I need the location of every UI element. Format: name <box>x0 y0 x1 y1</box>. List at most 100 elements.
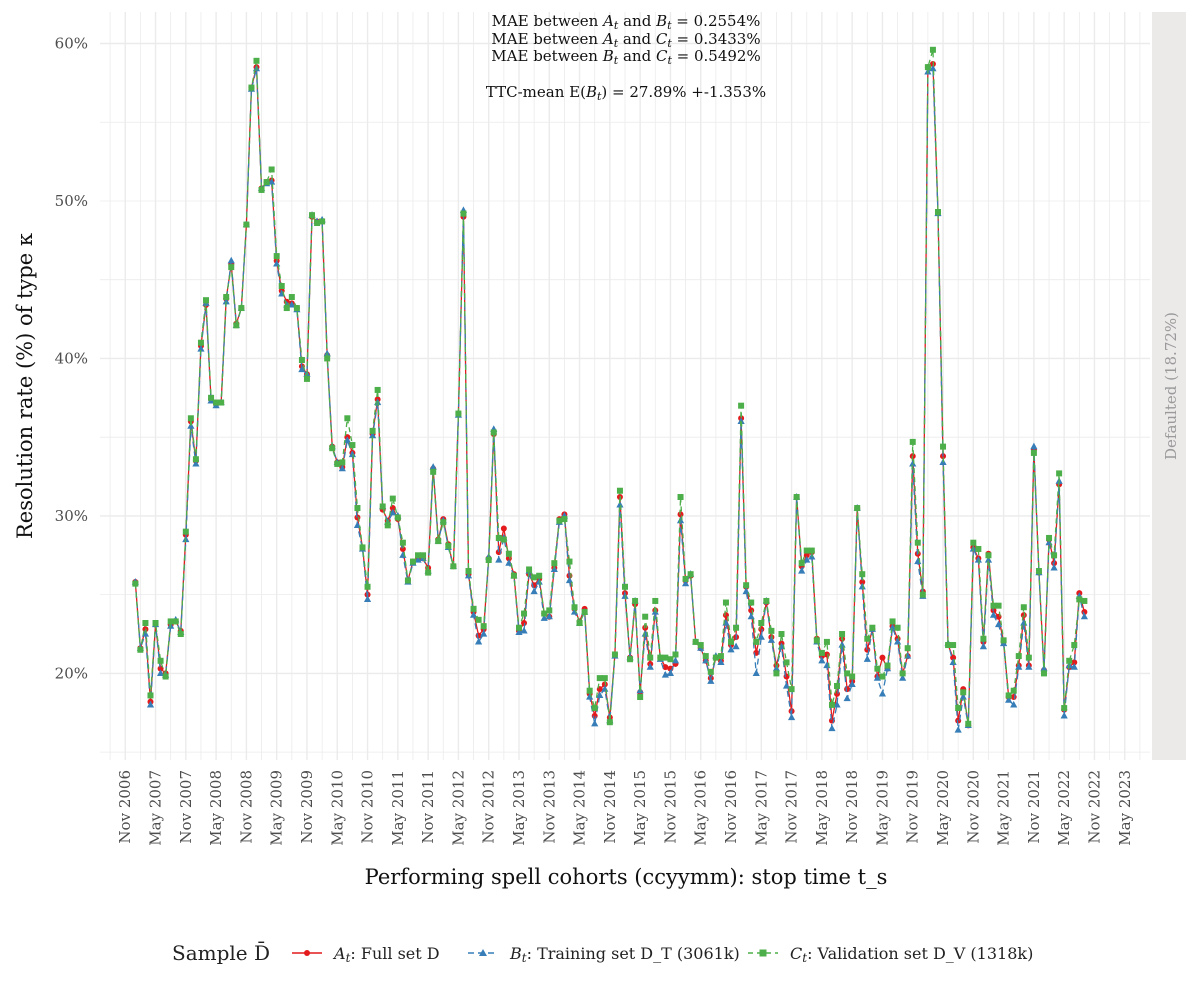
data-point <box>415 552 422 559</box>
data-point <box>349 442 356 449</box>
data-point <box>324 355 331 362</box>
data-point <box>622 583 628 590</box>
data-point <box>828 724 836 732</box>
data-point <box>1056 470 1063 477</box>
annotation-block: MAE between At and Bt = 0.2554%MAE betwe… <box>486 12 766 103</box>
data-point <box>672 651 679 658</box>
ttc-mean-label: TTC-mean E(Bt) = 27.89% +-1.353% <box>486 83 766 103</box>
x-tick-label: May 2022 <box>1055 770 1073 846</box>
mae-bc-label: MAE between Bt and Ct = 0.5492% <box>491 47 760 67</box>
data-point <box>384 522 391 529</box>
data-point <box>238 305 245 312</box>
data-point <box>681 579 690 587</box>
data-point <box>949 658 957 665</box>
data-point <box>526 566 533 573</box>
data-point <box>818 656 826 664</box>
x-axis-title: Performing spell cohorts (ccyymm): stop … <box>365 865 888 889</box>
data-point <box>177 631 184 638</box>
data-point <box>879 673 886 680</box>
x-tick-label: Nov 2007 <box>177 770 195 844</box>
data-point <box>1076 596 1083 603</box>
data-point <box>834 682 841 689</box>
data-point <box>874 665 881 672</box>
legend-key-marker <box>304 950 310 956</box>
data-point <box>884 662 891 669</box>
data-point <box>717 653 724 660</box>
data-point <box>162 673 169 680</box>
data-point <box>994 620 1003 628</box>
data-point <box>253 57 260 64</box>
x-tick-label: May 2018 <box>813 770 831 846</box>
data-point <box>545 612 553 620</box>
data-point <box>520 626 528 634</box>
x-tick-label: May 2020 <box>934 770 952 846</box>
data-point <box>319 218 326 225</box>
data-point <box>480 623 487 630</box>
data-point <box>480 630 488 637</box>
data-point <box>798 560 805 567</box>
data-point <box>213 399 220 406</box>
data-point <box>268 166 275 173</box>
data-point <box>627 656 634 663</box>
data-point <box>248 84 255 91</box>
data-point <box>899 670 906 677</box>
x-tick-label: Nov 2017 <box>783 770 801 844</box>
data-point <box>666 669 675 676</box>
data-point <box>425 569 432 576</box>
data-point <box>192 456 199 463</box>
data-point <box>339 459 346 466</box>
data-point <box>435 538 442 545</box>
data-point <box>1051 552 1058 559</box>
data-point <box>531 574 538 581</box>
data-point <box>455 410 462 417</box>
data-point <box>838 641 846 648</box>
data-point <box>904 645 911 652</box>
legend-item-a: At: Full set D <box>292 944 440 965</box>
y-axis-title: Resolution rate (%) of type κ <box>13 233 37 539</box>
data-point <box>919 591 926 598</box>
data-point <box>767 636 775 643</box>
data-point <box>203 297 210 304</box>
data-point <box>888 623 897 631</box>
data-point <box>132 580 139 587</box>
data-point <box>954 726 962 733</box>
data-point <box>682 575 689 582</box>
data-point <box>662 664 669 671</box>
data-point <box>893 637 902 645</box>
data-point <box>233 322 240 329</box>
data-point <box>445 542 452 549</box>
data-point <box>278 283 285 290</box>
data-point <box>793 494 800 501</box>
data-point <box>662 654 669 661</box>
data-point <box>500 536 507 543</box>
data-point <box>450 563 457 570</box>
data-point <box>844 670 851 677</box>
data-point <box>1015 653 1022 660</box>
legend-title: Sample D̄ <box>172 940 270 965</box>
data-point <box>515 624 522 631</box>
data-point <box>965 720 972 727</box>
data-point <box>782 681 791 689</box>
data-point <box>475 616 482 623</box>
y-tick-label: 40% <box>55 349 88 367</box>
data-point <box>1005 696 1013 703</box>
data-point <box>990 602 997 609</box>
data-point <box>368 431 377 439</box>
data-point <box>642 613 649 620</box>
data-point <box>440 519 447 526</box>
data-point <box>556 517 563 524</box>
x-tick-label: Nov 2015 <box>661 770 679 844</box>
data-point <box>521 610 528 617</box>
data-point <box>475 637 483 645</box>
legend-label: Ct: Validation set D_V (1318k) <box>790 944 1033 965</box>
data-point <box>632 597 639 604</box>
data-point <box>581 608 588 615</box>
series-c <box>132 46 1088 727</box>
data-point <box>772 664 781 672</box>
data-point <box>601 681 608 688</box>
data-point <box>490 429 497 436</box>
data-point <box>985 552 992 559</box>
y-tick-label: 60% <box>55 34 88 52</box>
data-point <box>1061 705 1068 712</box>
